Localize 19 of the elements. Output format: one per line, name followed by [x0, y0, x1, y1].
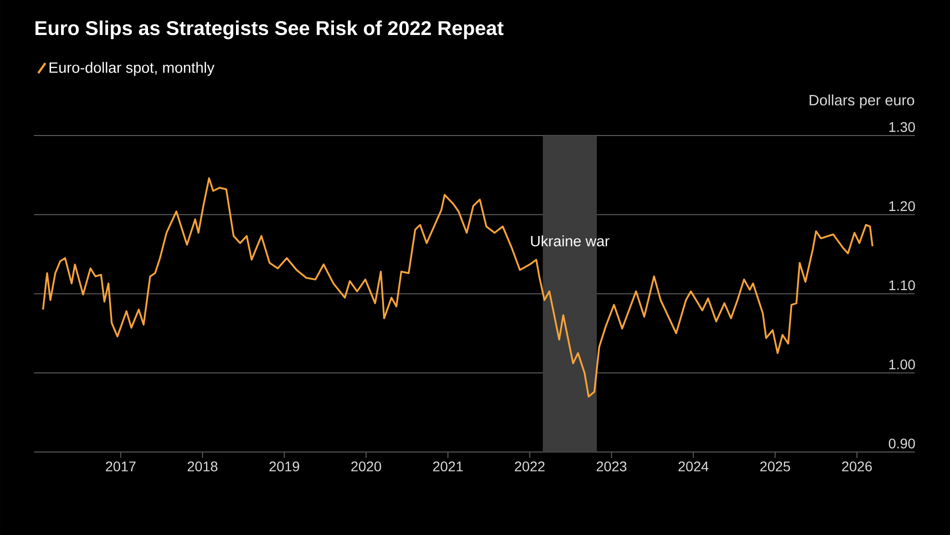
- x-tick-label: 2018: [188, 461, 218, 472]
- x-tick-label: 2017: [106, 461, 136, 472]
- x-tick-label: 2021: [433, 461, 463, 472]
- y-tick-label: 1.00: [889, 359, 915, 370]
- y-tick-label: 0.90: [888, 438, 915, 448]
- y-axis-title: Dollars per euro: [810, 94, 914, 108]
- y-tick-label: 1.10: [889, 280, 915, 290]
- y-tick-label: 1.30: [889, 122, 915, 132]
- x-tick-label: 2019: [270, 461, 300, 472]
- band-label: Ukraine war: [531, 235, 610, 246]
- x-tick-label: 2023: [596, 461, 626, 472]
- x-tick-label: 2022: [514, 461, 545, 472]
- x-tick-label: 2020: [351, 461, 382, 472]
- legend-label: Euro-dollar spot, monthly: [50, 62, 214, 76]
- y-tick-label: 1.20: [889, 201, 915, 212]
- chart-title: Euro Slips as Strategists See Risk of 2022 Repeat: [36, 20, 504, 40]
- x-tick-label: 2025: [760, 461, 790, 472]
- x-tick-label: 2026: [842, 461, 872, 472]
- x-tick-label: 2024: [678, 461, 708, 472]
